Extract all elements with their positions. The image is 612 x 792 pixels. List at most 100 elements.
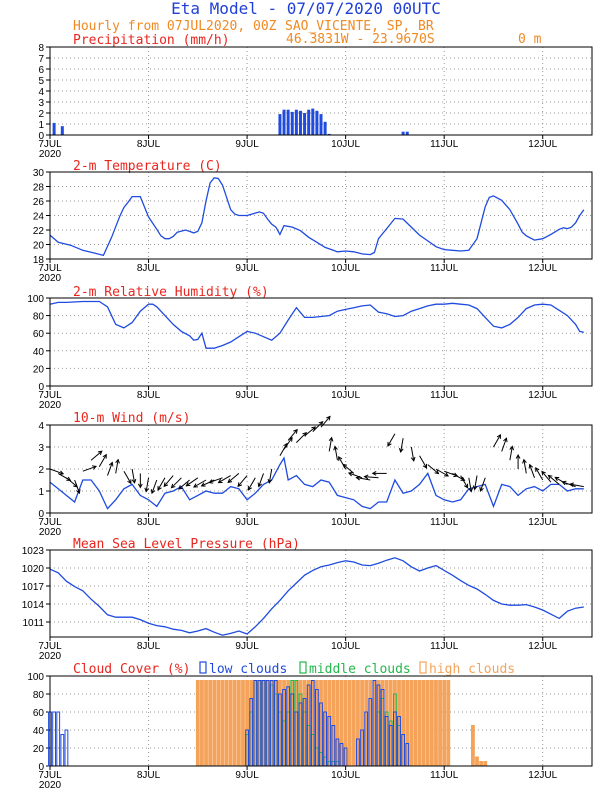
wind-vector-head: [318, 420, 324, 426]
wind-vector-head: [144, 487, 150, 493]
temp-panel: 18 20 22 24 26 28 30 7JUL 8JUL 9JUL 10JUL 11JUL 12JU…: [33, 159, 593, 284]
x-tick-label: 7JUL: [38, 517, 62, 528]
wind-vector: [186, 477, 199, 487]
panel-title: 2-m Temperature (C): [73, 159, 222, 174]
wind-vector: [474, 475, 478, 490]
wind-vector-head: [503, 437, 508, 443]
high-cloud-bar: [434, 680, 438, 767]
wind-vector: [541, 471, 552, 483]
wind-vector-head: [398, 448, 404, 454]
precip-frame: [49, 46, 593, 136]
wind-vector: [49, 468, 64, 475]
precip-bar: [286, 109, 290, 135]
x-tick-label: 10JUL: [331, 263, 360, 274]
wind-vector-head: [463, 483, 469, 489]
wind-vector-head: [468, 487, 474, 493]
y-tick-label: 60: [33, 708, 45, 719]
mslp-panel: 1011 1014 1017 1020 1023 7JUL 8JUL 9JUL 10JUL 11J…: [22, 537, 593, 662]
wind-vector-head: [108, 461, 114, 467]
y-tick-label: 26: [33, 197, 45, 208]
wind-vector: [145, 477, 150, 492]
wind-vector: [227, 473, 240, 483]
wind-vector: [287, 429, 298, 441]
wind-vector: [296, 432, 307, 443]
wind-vector-head: [363, 474, 369, 480]
high-cloud-bar: [241, 680, 245, 767]
panel-title: Precipitation (mm/h): [73, 33, 230, 48]
wind-vector-head: [387, 441, 392, 447]
y-tick-label: 0: [38, 382, 44, 393]
wind-vector: [468, 477, 472, 492]
wind-vector: [218, 475, 231, 484]
y-tick-label: 1011: [22, 618, 44, 629]
y-tick-label: 1: [38, 120, 44, 131]
y-tick-label: 100: [27, 672, 44, 683]
high-cloud-bar: [479, 761, 484, 767]
elevation: 0 m: [518, 32, 542, 47]
wind-vector-head: [170, 483, 176, 489]
y-tick-label: 100: [27, 294, 44, 305]
rh-frame: [49, 297, 593, 387]
mslp-frame: [49, 549, 593, 638]
wind-vector-head: [102, 453, 107, 459]
wind-vector: [356, 477, 371, 481]
x-tick-label: 12JUL: [528, 517, 557, 528]
wind-vector: [387, 433, 396, 447]
wind-vector-head: [150, 489, 156, 495]
high-cloud-bar: [195, 680, 200, 767]
wind-vector: [410, 446, 415, 461]
wind-vector-head: [293, 428, 298, 434]
x-tick-label: 8JUL: [137, 517, 161, 528]
year-label: 2020: [39, 273, 62, 284]
precip-bar: [282, 109, 286, 135]
wind-vector: [107, 462, 113, 476]
wind-vector: [193, 479, 207, 488]
x-tick-label: 11JUL: [430, 263, 459, 274]
wind-vector: [334, 446, 338, 461]
x-tick-label: 7JUL: [38, 390, 62, 401]
x-tick-label: 8JUL: [137, 770, 161, 781]
wind-vector-head: [496, 433, 501, 439]
low-cloud-bar: [60, 734, 65, 767]
wind-vector: [151, 479, 158, 494]
y-tick-label: 18: [33, 255, 45, 266]
wind-vector-head: [434, 469, 440, 475]
high-cloud-bar: [409, 680, 414, 767]
chart-subtitle: Hourly from 07JUL2020, 00Z: [73, 19, 277, 34]
wind-vector: [279, 443, 288, 457]
legend-swatch: [419, 661, 427, 674]
y-tick-label: 20: [33, 364, 45, 375]
wind-vector: [569, 483, 584, 488]
y-tick-label: 3: [38, 98, 44, 109]
y-tick-label: 5: [38, 76, 44, 87]
y-tick-label: 4: [38, 421, 44, 432]
x-tick-label: 9JUL: [235, 139, 259, 150]
wind-vector: [427, 464, 439, 474]
y-tick-label: 0: [38, 762, 44, 773]
y-tick-label: 8: [38, 43, 44, 54]
x-tick-label: 11JUL: [430, 390, 459, 401]
y-tick-label: 30: [33, 168, 45, 179]
wind-vector: [201, 479, 215, 487]
x-tick-label: 8JUL: [137, 139, 161, 150]
coordinates: 46.3831W - 23.9670S: [286, 32, 435, 47]
wind-vector: [562, 481, 576, 488]
panel-title: Mean Sea Level Pressure (hPa): [73, 537, 300, 552]
panel-title: Cloud Cover (%): [73, 662, 190, 677]
precip-bar: [311, 108, 315, 135]
x-tick-label: 10JUL: [331, 641, 360, 652]
wind-vector-head: [217, 478, 223, 484]
chart-title: Eta Model - 07/07/2020 00UTC: [171, 0, 441, 18]
high-cloud-bar: [471, 725, 475, 767]
wind-vector: [328, 437, 333, 452]
cloud-panel: 0 20 40 60 80 100 7JUL 8JUL 9JUL 10JUL 11JUL 12JUL 2…: [27, 661, 593, 791]
wind-vector-head: [66, 476, 72, 481]
wind-vector: [304, 426, 316, 437]
legend-label: low clouds: [209, 662, 287, 677]
wind-vector-head: [479, 486, 484, 492]
y-tick-label: 40: [33, 726, 45, 737]
wind-vector-head: [460, 476, 466, 481]
x-tick-label: 11JUL: [430, 139, 459, 150]
wind-vector-head: [472, 485, 478, 491]
